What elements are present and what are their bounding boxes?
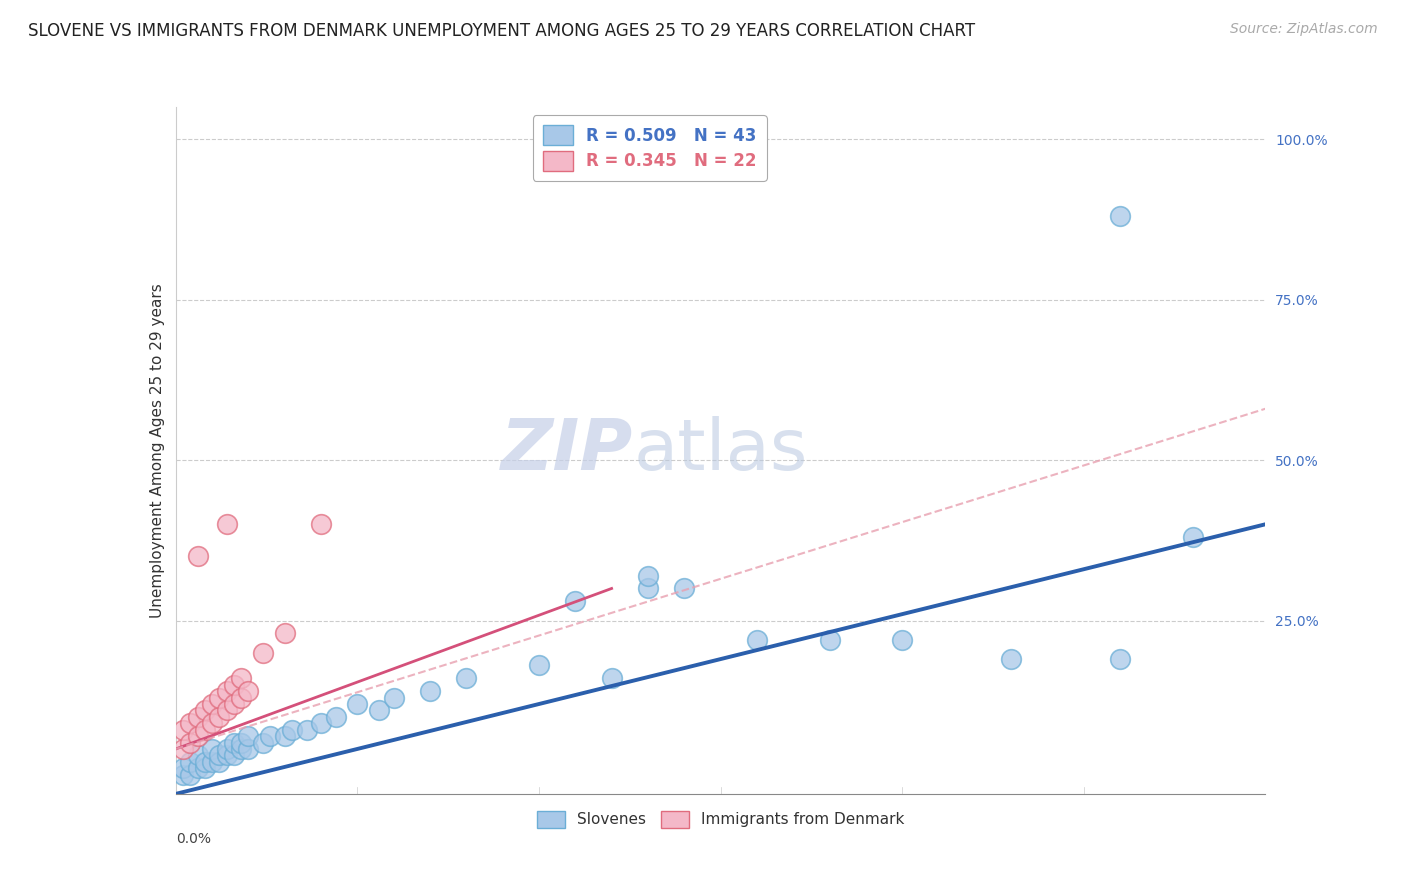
- Point: [637, 568, 659, 582]
- Point: [231, 690, 253, 705]
- Point: [215, 517, 238, 532]
- Point: [1109, 209, 1132, 223]
- Point: [208, 690, 231, 705]
- Point: [368, 703, 391, 717]
- Text: Source: ZipAtlas.com: Source: ZipAtlas.com: [1230, 22, 1378, 37]
- Point: [172, 767, 194, 781]
- Point: [201, 716, 224, 731]
- Point: [346, 697, 368, 711]
- Point: [179, 735, 201, 749]
- Point: [179, 755, 201, 769]
- Point: [274, 626, 297, 640]
- Point: [456, 671, 478, 685]
- Point: [194, 761, 217, 775]
- Point: [186, 729, 209, 743]
- Point: [527, 658, 550, 673]
- Point: [201, 697, 224, 711]
- Point: [186, 748, 209, 763]
- Point: [215, 742, 238, 756]
- Point: [231, 742, 253, 756]
- Point: [208, 748, 231, 763]
- Point: [208, 710, 231, 724]
- Point: [201, 742, 224, 756]
- Point: [194, 703, 217, 717]
- Point: [1000, 652, 1022, 666]
- Point: [238, 742, 260, 756]
- Point: [186, 761, 209, 775]
- Point: [186, 710, 209, 724]
- Point: [600, 671, 623, 685]
- Point: [186, 549, 209, 564]
- Point: [201, 755, 224, 769]
- Y-axis label: Unemployment Among Ages 25 to 29 years: Unemployment Among Ages 25 to 29 years: [149, 283, 165, 618]
- Point: [179, 716, 201, 731]
- Point: [215, 748, 238, 763]
- Point: [252, 735, 274, 749]
- Point: [281, 723, 304, 737]
- Point: [891, 632, 914, 647]
- Point: [215, 684, 238, 698]
- Text: ZIP: ZIP: [501, 416, 633, 485]
- Point: [238, 729, 260, 743]
- Point: [222, 678, 245, 692]
- Point: [637, 582, 659, 596]
- Point: [222, 748, 245, 763]
- Point: [745, 632, 768, 647]
- Point: [172, 761, 194, 775]
- Point: [252, 646, 274, 660]
- Point: [231, 735, 253, 749]
- Point: [818, 632, 841, 647]
- Point: [673, 582, 696, 596]
- Point: [309, 716, 332, 731]
- Point: [274, 729, 297, 743]
- Point: [259, 729, 281, 743]
- Point: [238, 684, 260, 698]
- Point: [1181, 530, 1204, 544]
- Point: [564, 594, 586, 608]
- Point: [194, 755, 217, 769]
- Point: [295, 723, 318, 737]
- Point: [222, 697, 245, 711]
- Text: 0.0%: 0.0%: [176, 831, 211, 846]
- Text: atlas: atlas: [633, 416, 808, 485]
- Point: [194, 723, 217, 737]
- Point: [382, 690, 405, 705]
- Point: [222, 735, 245, 749]
- Point: [179, 767, 201, 781]
- Point: [172, 742, 194, 756]
- Point: [231, 671, 253, 685]
- Point: [208, 755, 231, 769]
- Text: SLOVENE VS IMMIGRANTS FROM DENMARK UNEMPLOYMENT AMONG AGES 25 TO 29 YEARS CORREL: SLOVENE VS IMMIGRANTS FROM DENMARK UNEMP…: [28, 22, 976, 40]
- Point: [1109, 652, 1132, 666]
- Point: [172, 723, 194, 737]
- Point: [419, 684, 441, 698]
- Point: [325, 710, 347, 724]
- Legend: Slovenes, Immigrants from Denmark: Slovenes, Immigrants from Denmark: [531, 805, 910, 834]
- Point: [309, 517, 332, 532]
- Point: [215, 703, 238, 717]
